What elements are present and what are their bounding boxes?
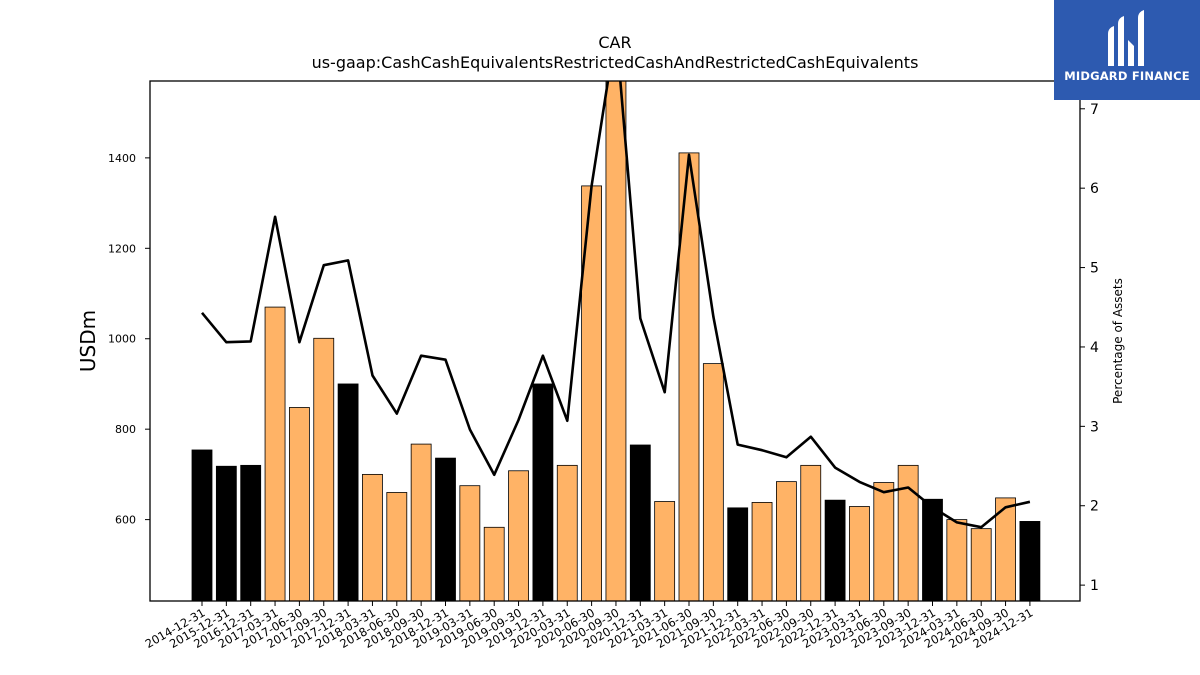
y2-tick-label: 1 (1090, 578, 1099, 594)
bar-2021-12-31 (727, 507, 749, 601)
bar-2022-06-30 (776, 481, 797, 601)
y2-tick-label: 6 (1090, 181, 1099, 197)
bar-2018-09-30 (410, 443, 432, 601)
bar-2020-12-31 (629, 444, 651, 601)
chart-subtitle: us-gaap:CashCashEquivalentsRestrictedCas… (312, 53, 919, 72)
midgard-finance-logo: MIDGARD FINANCE (1054, 0, 1200, 100)
y-tick-label: 1200 (108, 242, 136, 255)
y2-tick-label: 4 (1090, 340, 1099, 356)
bar-2020-09-30 (605, 81, 627, 601)
y-tick-label: 600 (115, 514, 136, 527)
bar-2024-06-30 (970, 528, 992, 601)
bar-2014-12-31 (191, 449, 213, 601)
y2-tick-label: 3 (1090, 419, 1099, 435)
bar-2021-03-31 (654, 501, 676, 601)
bar-2024-03-31 (946, 519, 968, 601)
bar-2018-03-31 (362, 473, 383, 601)
bar-2023-06-30 (873, 482, 895, 601)
bar-2017-06-30 (288, 407, 310, 601)
bar-2015-12-31 (215, 465, 237, 601)
y-tick-label: 1400 (108, 152, 136, 165)
line-series (200, 81, 1031, 529)
bar-2017-12-31 (337, 383, 359, 601)
bar-2016-12-31 (240, 464, 262, 601)
bar-2023-03-31 (849, 506, 870, 601)
y2-tick-label: 7 (1090, 102, 1099, 118)
bar-2024-09-30 (995, 497, 1016, 601)
bar-2020-03-31 (556, 464, 578, 601)
bar-2018-12-31 (435, 457, 456, 601)
bar-2022-12-31 (824, 499, 846, 601)
bar-2022-03-31 (751, 502, 773, 601)
bar-2023-12-31 (922, 498, 943, 601)
y-tick-label: 800 (115, 423, 136, 436)
y-tick-label: 1000 (108, 333, 136, 346)
bar-2021-09-30 (702, 363, 724, 601)
bar-2019-06-30 (483, 526, 505, 601)
midgard-logo-icon (1108, 10, 1144, 66)
y2-axis: 1 2 3 4 5 6 7 (1080, 102, 1099, 594)
chart-title: CAR (598, 33, 631, 52)
bar-2019-03-31 (459, 485, 481, 601)
bar-2017-03-31 (264, 306, 286, 601)
y-axis-label: USDm (76, 310, 100, 372)
bar-2018-06-30 (386, 492, 408, 601)
y2-tick-label: 2 (1090, 499, 1099, 515)
x-axis: 2014-12-312015-12-312016-12-312017-03-31… (143, 601, 1035, 651)
y-axis: 600 800 1000 1200 1400 (108, 152, 150, 527)
bar-2019-12-31 (532, 383, 554, 601)
bar-2022-09-30 (800, 464, 822, 601)
bar-2024-12-31 (1019, 521, 1041, 601)
bar-series (191, 81, 1041, 601)
percentage-line (200, 81, 1031, 529)
logo-text: MIDGARD FINANCE (1064, 69, 1190, 83)
plot-frame (149, 80, 1081, 602)
bar-2017-09-30 (313, 337, 335, 601)
bar-2023-09-30 (897, 464, 919, 601)
y2-axis-label: Percentage of Assets (1111, 278, 1125, 404)
bar-2019-09-30 (508, 470, 529, 601)
y2-tick-label: 5 (1090, 261, 1099, 277)
